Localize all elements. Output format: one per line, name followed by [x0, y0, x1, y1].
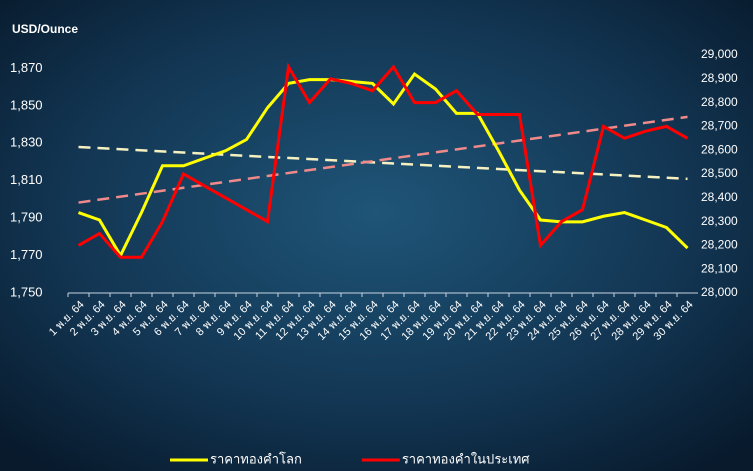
y2-tick-label: 28,800	[701, 95, 738, 109]
y2-tick-label: 28,100	[701, 261, 738, 275]
y2-tick-label: 28,000	[701, 285, 738, 299]
y2-tick-label: 28,700	[701, 119, 738, 133]
y-tick-label: 1,750	[10, 284, 43, 299]
y-tick-label: 1,850	[10, 97, 43, 112]
legend-label: ราคาทองคำในประเทศ	[402, 451, 530, 466]
y-tick-label: 1,870	[10, 60, 43, 75]
y2-tick-label: 29,000	[701, 47, 738, 61]
y2-tick-label: 28,300	[701, 214, 738, 228]
trend-line	[78, 145, 688, 181]
y-tick-label: 1,790	[10, 210, 43, 225]
y-axis-label: USD/Ounce	[12, 22, 78, 36]
y2-tick-label: 28,900	[701, 71, 738, 85]
legend-label: ราคาทองคำโลก	[210, 451, 302, 466]
y-tick-label: 1,810	[10, 172, 43, 187]
y2-tick-label: 28,400	[701, 190, 738, 204]
series-line	[77, 62, 689, 259]
y2-tick-label: 28,500	[701, 166, 738, 180]
y-tick-label: 1,770	[10, 247, 43, 262]
y2-tick-label: 28,200	[701, 238, 738, 252]
y2-tick-label: 28,600	[701, 142, 738, 156]
y-tick-label: 1,830	[10, 135, 43, 150]
trend-line	[78, 115, 688, 204]
series-line	[77, 71, 689, 259]
